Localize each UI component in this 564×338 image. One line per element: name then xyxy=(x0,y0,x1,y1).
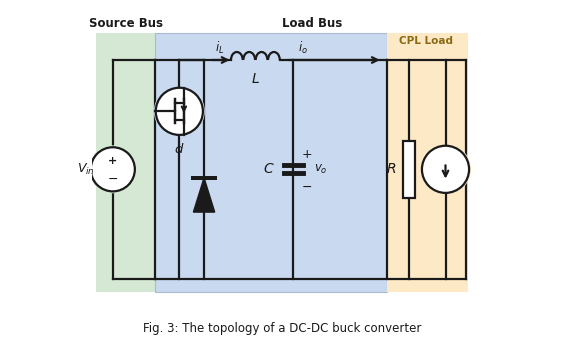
Text: $C$: $C$ xyxy=(263,162,275,176)
Text: $-$: $-$ xyxy=(301,180,312,193)
Text: $R$: $R$ xyxy=(386,162,396,176)
Text: $v_o$: $v_o$ xyxy=(314,163,328,176)
Text: $i_L$: $i_L$ xyxy=(214,40,224,56)
Text: +: + xyxy=(301,148,312,161)
Circle shape xyxy=(89,145,136,193)
Text: $V_{in}$: $V_{in}$ xyxy=(77,162,95,177)
Text: CPL Load: CPL Load xyxy=(399,36,453,46)
Bar xyxy=(155,33,386,292)
Text: +: + xyxy=(108,155,117,166)
Text: Source Bus: Source Bus xyxy=(89,17,163,30)
Text: $-$: $-$ xyxy=(107,172,118,185)
Text: $i_o$: $i_o$ xyxy=(298,40,308,56)
Bar xyxy=(386,33,468,292)
Circle shape xyxy=(91,147,135,191)
Circle shape xyxy=(156,88,203,135)
Bar xyxy=(96,33,155,292)
Bar xyxy=(403,141,416,198)
Text: Fig. 3: The topology of a DC-DC buck converter: Fig. 3: The topology of a DC-DC buck con… xyxy=(143,322,421,335)
Text: $L$: $L$ xyxy=(251,72,260,86)
Circle shape xyxy=(154,86,205,137)
Polygon shape xyxy=(193,178,215,212)
Text: $d$: $d$ xyxy=(174,142,184,156)
Text: Load Bus: Load Bus xyxy=(283,17,342,30)
Circle shape xyxy=(420,144,471,195)
Circle shape xyxy=(422,146,469,193)
